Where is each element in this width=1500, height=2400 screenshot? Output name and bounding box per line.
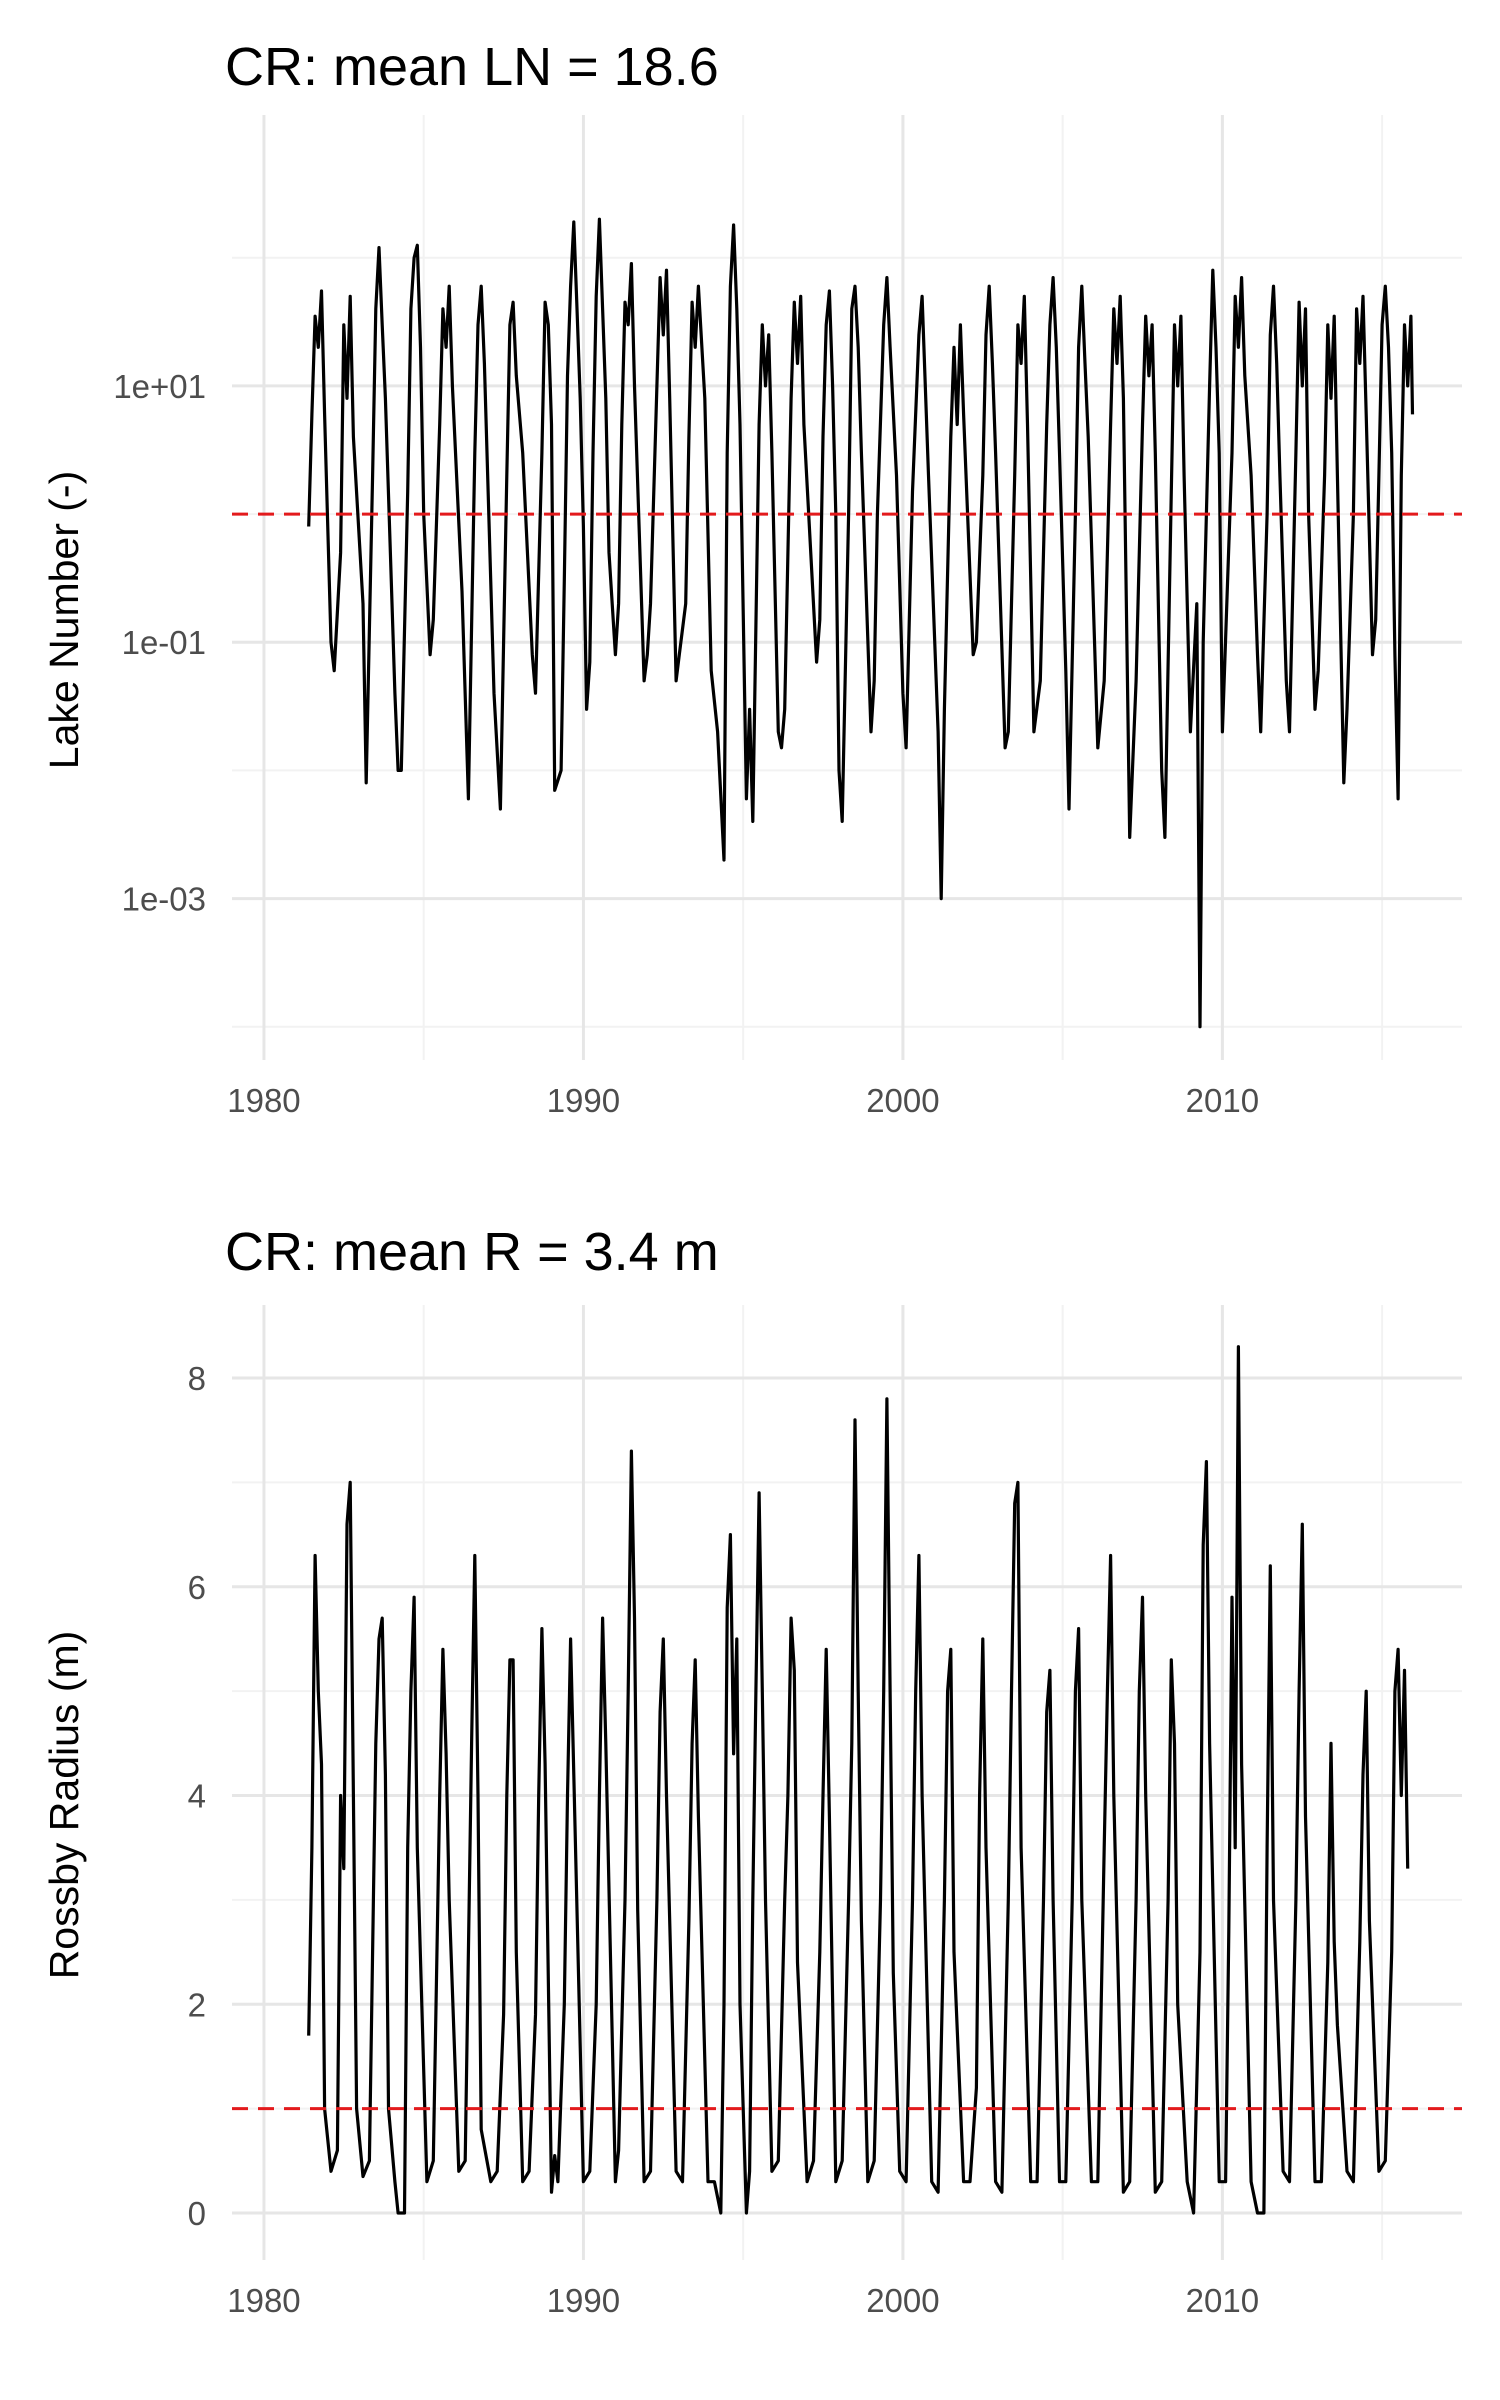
- rossby-radius-y-tick-label: 2: [188, 1986, 206, 2023]
- rossby-radius-series-line: [307, 1345, 1410, 2215]
- lake-number-x-tick-label: 1990: [547, 1082, 620, 1119]
- rossby-radius-title: CR: mean R = 3.4 m: [225, 1222, 719, 1282]
- lake-number-panel: CR: mean LN = 18.6 Lake Number (-) 1e+01…: [41, 37, 1462, 1119]
- lake-number-y-axis-label: Lake Number (-): [41, 471, 87, 769]
- lake-number-x-tick-label: 1980: [227, 1082, 300, 1119]
- lake-number-series-line: [307, 217, 1415, 1029]
- rossby-radius-plot-area: [232, 1345, 1462, 2215]
- rossby-radius-panel: CR: mean R = 3.4 m Rossby Radius (m) 0 2 4…: [41, 1222, 1462, 2319]
- lake-number-x-tick-label: 2010: [1186, 1082, 1259, 1119]
- rossby-radius-x-tick-label: 2000: [866, 2282, 939, 2319]
- rossby-radius-y-tick-label: 6: [188, 1569, 206, 1606]
- lake-number-y-tick-labels: 1e+01 1e-01 1e-03: [113, 368, 206, 918]
- rossby-radius-y-tick-label: 0: [188, 2195, 206, 2232]
- rossby-radius-x-tick-label: 1990: [547, 2282, 620, 2319]
- lake-number-y-tick-label: 1e-01: [122, 624, 206, 661]
- rossby-radius-x-tick-labels: 1980 1990 2000 2010: [227, 2282, 1259, 2319]
- lake-number-x-tick-label: 2000: [866, 1082, 939, 1119]
- rossby-radius-x-tick-label: 1980: [227, 2282, 300, 2319]
- lake-number-title: CR: mean LN = 18.6: [225, 37, 719, 97]
- lake-number-plot-area: [232, 217, 1462, 1029]
- rossby-radius-y-tick-label: 8: [188, 1360, 206, 1397]
- rossby-radius-x-tick-label: 2010: [1186, 2282, 1259, 2319]
- lake-number-x-tick-labels: 1980 1990 2000 2010: [227, 1082, 1259, 1119]
- rossby-radius-y-tick-label: 4: [188, 1778, 206, 1815]
- lake-number-y-tick-label: 1e-03: [122, 881, 206, 918]
- rossby-radius-y-tick-labels: 0 2 4 6 8: [188, 1360, 206, 2232]
- lake-number-y-tick-label: 1e+01: [113, 368, 206, 405]
- rossby-radius-y-axis-label: Rossby Radius (m): [41, 1631, 87, 1980]
